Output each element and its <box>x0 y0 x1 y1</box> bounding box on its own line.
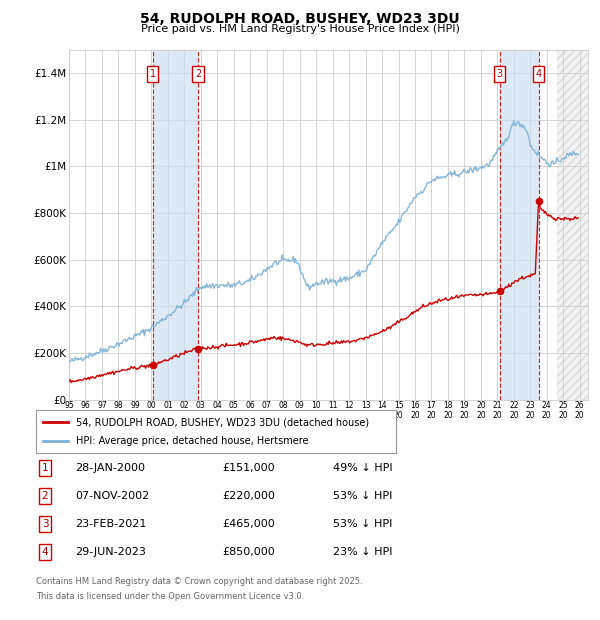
Text: 2: 2 <box>41 491 49 501</box>
Text: 23-FEB-2021: 23-FEB-2021 <box>75 519 146 529</box>
Text: 23% ↓ HPI: 23% ↓ HPI <box>333 547 392 557</box>
Text: 53% ↓ HPI: 53% ↓ HPI <box>333 491 392 501</box>
Text: This data is licensed under the Open Government Licence v3.0.: This data is licensed under the Open Gov… <box>36 592 304 601</box>
Text: 1: 1 <box>149 69 155 79</box>
Text: 07-NOV-2002: 07-NOV-2002 <box>75 491 149 501</box>
Text: 54, RUDOLPH ROAD, BUSHEY, WD23 3DU: 54, RUDOLPH ROAD, BUSHEY, WD23 3DU <box>140 12 460 27</box>
Text: Price paid vs. HM Land Registry's House Price Index (HPI): Price paid vs. HM Land Registry's House … <box>140 24 460 33</box>
Text: 1: 1 <box>41 463 49 473</box>
Text: 28-JAN-2000: 28-JAN-2000 <box>75 463 145 473</box>
Bar <box>557 32 588 400</box>
Text: £850,000: £850,000 <box>222 547 275 557</box>
Text: HPI: Average price, detached house, Hertsmere: HPI: Average price, detached house, Hert… <box>76 436 308 446</box>
Text: £151,000: £151,000 <box>222 463 275 473</box>
Text: Contains HM Land Registry data © Crown copyright and database right 2025.: Contains HM Land Registry data © Crown c… <box>36 577 362 586</box>
Text: 54, RUDOLPH ROAD, BUSHEY, WD23 3DU (detached house): 54, RUDOLPH ROAD, BUSHEY, WD23 3DU (deta… <box>76 417 369 427</box>
Bar <box>152 50 199 400</box>
Text: 3: 3 <box>496 69 503 79</box>
Bar <box>500 50 539 400</box>
Text: 4: 4 <box>536 69 542 79</box>
Text: 4: 4 <box>41 547 49 557</box>
Text: 2: 2 <box>195 69 202 79</box>
Text: 29-JUN-2023: 29-JUN-2023 <box>75 547 146 557</box>
Text: 49% ↓ HPI: 49% ↓ HPI <box>333 463 392 473</box>
Text: £220,000: £220,000 <box>222 491 275 501</box>
Text: 53% ↓ HPI: 53% ↓ HPI <box>333 519 392 529</box>
Text: 3: 3 <box>41 519 49 529</box>
Text: £465,000: £465,000 <box>222 519 275 529</box>
